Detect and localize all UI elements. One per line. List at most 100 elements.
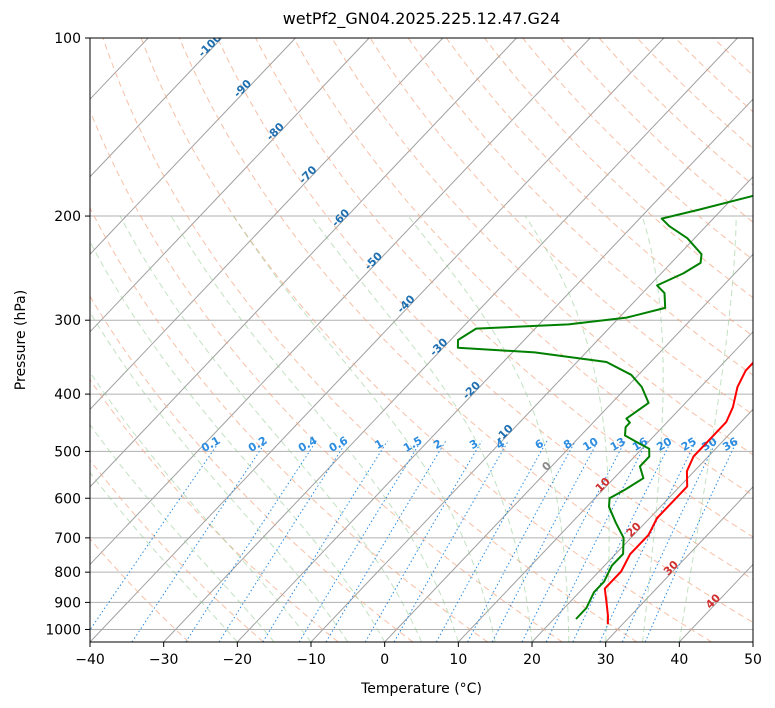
moist-adiabat [90, 311, 349, 642]
isotherm-label: 10 [593, 475, 613, 495]
chart-title: wetPf2_GN04.2025.225.12.47.G24 [282, 9, 561, 28]
isotherm-label: -100 [195, 31, 224, 60]
dry-adiabat [331, 38, 753, 456]
temperature-profile [603, 361, 753, 625]
dry-adiabat [751, 38, 753, 40]
isotherm [90, 38, 665, 642]
y-tick-label: 800 [54, 565, 81, 581]
isotherm-label: 30 [661, 558, 681, 578]
moist-adiabat [90, 371, 312, 642]
x-tick-label: 40 [670, 652, 688, 668]
y-tick-label: 100 [54, 31, 81, 47]
mixing-ratio-line [185, 440, 317, 642]
dry-adiabat [90, 295, 414, 642]
y-tick-label: 400 [54, 387, 81, 403]
isotherm [457, 331, 753, 642]
isotherm [0, 38, 1, 642]
moist-adiabat [524, 215, 610, 642]
moist-adiabat [170, 215, 459, 642]
dry-adiabat [90, 378, 339, 642]
plot-area: 0.1 0.2 0.4 0.6 1 1.5 2 3 4 6 8 10 13 16 20 25 30 36-100-… [0, 31, 753, 642]
mixing-ratio-line [131, 440, 268, 642]
mixing-ratio-label: 1 [373, 437, 386, 452]
isotherm [90, 38, 591, 566]
x-tick-label: 10 [449, 652, 467, 668]
dry-adiabat [713, 38, 753, 77]
y-axis-label: Pressure (hPa) [13, 290, 29, 390]
y-tick-label: 200 [54, 209, 81, 225]
isotherm-label: -60 [329, 206, 352, 229]
isotherm [90, 38, 370, 333]
dry-adiabat [217, 38, 753, 580]
isotherm-label: -40 [394, 292, 417, 315]
mixing-ratio-line [325, 440, 447, 642]
dry-adiabat [102, 38, 638, 642]
x-tick-label: 0 [380, 652, 389, 668]
dry-adiabat [407, 38, 753, 376]
mixing-ratio-line [393, 440, 509, 642]
mixing-ratio-line [621, 440, 717, 642]
x-tick-label: 30 [597, 652, 615, 668]
mixing-ratio-line [262, 440, 388, 642]
isotherm [90, 38, 296, 256]
isotherm-label: -30 [427, 335, 450, 358]
isotherm [605, 486, 753, 642]
x-tick-label: 50 [744, 652, 762, 668]
mixing-ratio-line [298, 440, 422, 642]
dry-adiabat [484, 38, 753, 299]
mixing-ratio-line [521, 440, 626, 642]
isotherm-label: -80 [264, 120, 287, 143]
isotherm-label: 20 [624, 520, 644, 540]
moist-adiabat [678, 215, 737, 642]
mixing-ratio-line [572, 440, 672, 642]
x-tick-label: −30 [149, 652, 179, 668]
dry-adiabat [90, 538, 190, 642]
mixing-ratio-label: 6 [533, 437, 546, 452]
moist-adiabat [90, 423, 275, 642]
mixing-ratio-line [90, 440, 221, 631]
y-tick-label: 600 [54, 491, 81, 507]
moist-adiabat [641, 215, 664, 642]
dry-adiabat [445, 38, 753, 337]
isotherm [236, 98, 753, 642]
isotherm [90, 38, 517, 488]
dry-adiabat [90, 109, 563, 642]
mixing-ratio-line [644, 440, 738, 642]
isotherm [384, 253, 753, 642]
dry-adiabat [178, 38, 753, 624]
x-axis-label: Temperature (°C) [360, 681, 482, 697]
mixing-ratio-label: 2 [431, 437, 444, 452]
moist-adiabat [232, 215, 496, 642]
moist-adiabat [90, 240, 386, 642]
plot-frame [89, 37, 754, 643]
y-tick-label: 700 [54, 531, 81, 547]
dry-adiabat [636, 38, 753, 149]
dry-adiabat [90, 206, 488, 642]
dry-adiabat [255, 38, 753, 538]
x-tick-label: 20 [523, 652, 541, 668]
moist-adiabat [90, 471, 238, 642]
x-tick-label: −20 [223, 652, 253, 668]
mixing-ratio-line [218, 440, 348, 642]
y-tick-label: 500 [54, 444, 81, 460]
y-tick-label: 300 [54, 313, 81, 329]
mixing-ratio-line [545, 440, 648, 642]
isotherm [531, 408, 753, 642]
moist-adiabat [310, 215, 533, 642]
x-tick-label: −10 [296, 652, 326, 668]
isotherm [752, 641, 753, 642]
isotherm [90, 38, 444, 411]
moist-adiabat [119, 215, 422, 642]
isotherm [90, 38, 223, 178]
dry-adiabat [90, 459, 264, 642]
dewpoint-profile [456, 194, 753, 620]
dry-adiabat [140, 38, 712, 642]
dry-adiabat [369, 38, 753, 416]
dry-adiabat [598, 38, 753, 186]
y-tick-label: 900 [54, 595, 81, 611]
y-tick-label: 1000 [45, 622, 81, 638]
isotherm [0, 38, 74, 642]
dry-adiabat [522, 38, 753, 261]
moist-adiabat [407, 215, 570, 642]
x-tick-label: −40 [75, 652, 105, 668]
